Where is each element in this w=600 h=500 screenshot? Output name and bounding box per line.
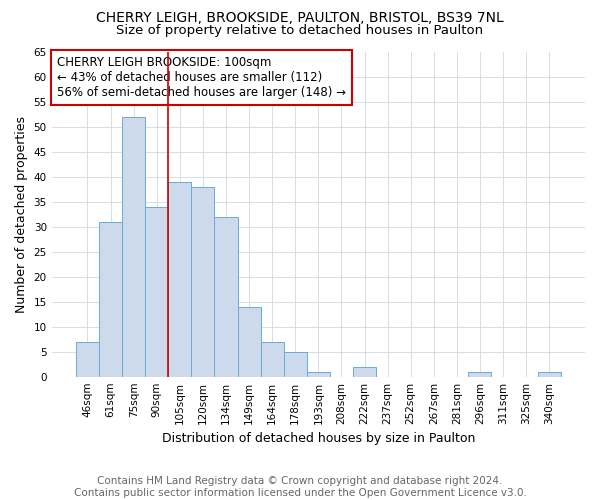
Text: CHERRY LEIGH, BROOKSIDE, PAULTON, BRISTOL, BS39 7NL: CHERRY LEIGH, BROOKSIDE, PAULTON, BRISTO… bbox=[96, 11, 504, 25]
Bar bbox=[307, 372, 330, 376]
Bar bbox=[214, 216, 238, 376]
Bar bbox=[168, 182, 191, 376]
Text: CHERRY LEIGH BROOKSIDE: 100sqm
← 43% of detached houses are smaller (112)
56% of: CHERRY LEIGH BROOKSIDE: 100sqm ← 43% of … bbox=[57, 56, 346, 100]
Bar bbox=[145, 206, 168, 376]
Bar bbox=[122, 116, 145, 376]
Bar bbox=[76, 342, 99, 376]
Text: Size of property relative to detached houses in Paulton: Size of property relative to detached ho… bbox=[116, 24, 484, 37]
Y-axis label: Number of detached properties: Number of detached properties bbox=[15, 116, 28, 312]
Bar bbox=[238, 306, 260, 376]
Bar bbox=[284, 352, 307, 376]
Text: Contains HM Land Registry data © Crown copyright and database right 2024.
Contai: Contains HM Land Registry data © Crown c… bbox=[74, 476, 526, 498]
X-axis label: Distribution of detached houses by size in Paulton: Distribution of detached houses by size … bbox=[161, 432, 475, 445]
Bar bbox=[191, 186, 214, 376]
Bar bbox=[469, 372, 491, 376]
Bar bbox=[353, 366, 376, 376]
Bar bbox=[99, 222, 122, 376]
Bar bbox=[260, 342, 284, 376]
Bar bbox=[538, 372, 561, 376]
